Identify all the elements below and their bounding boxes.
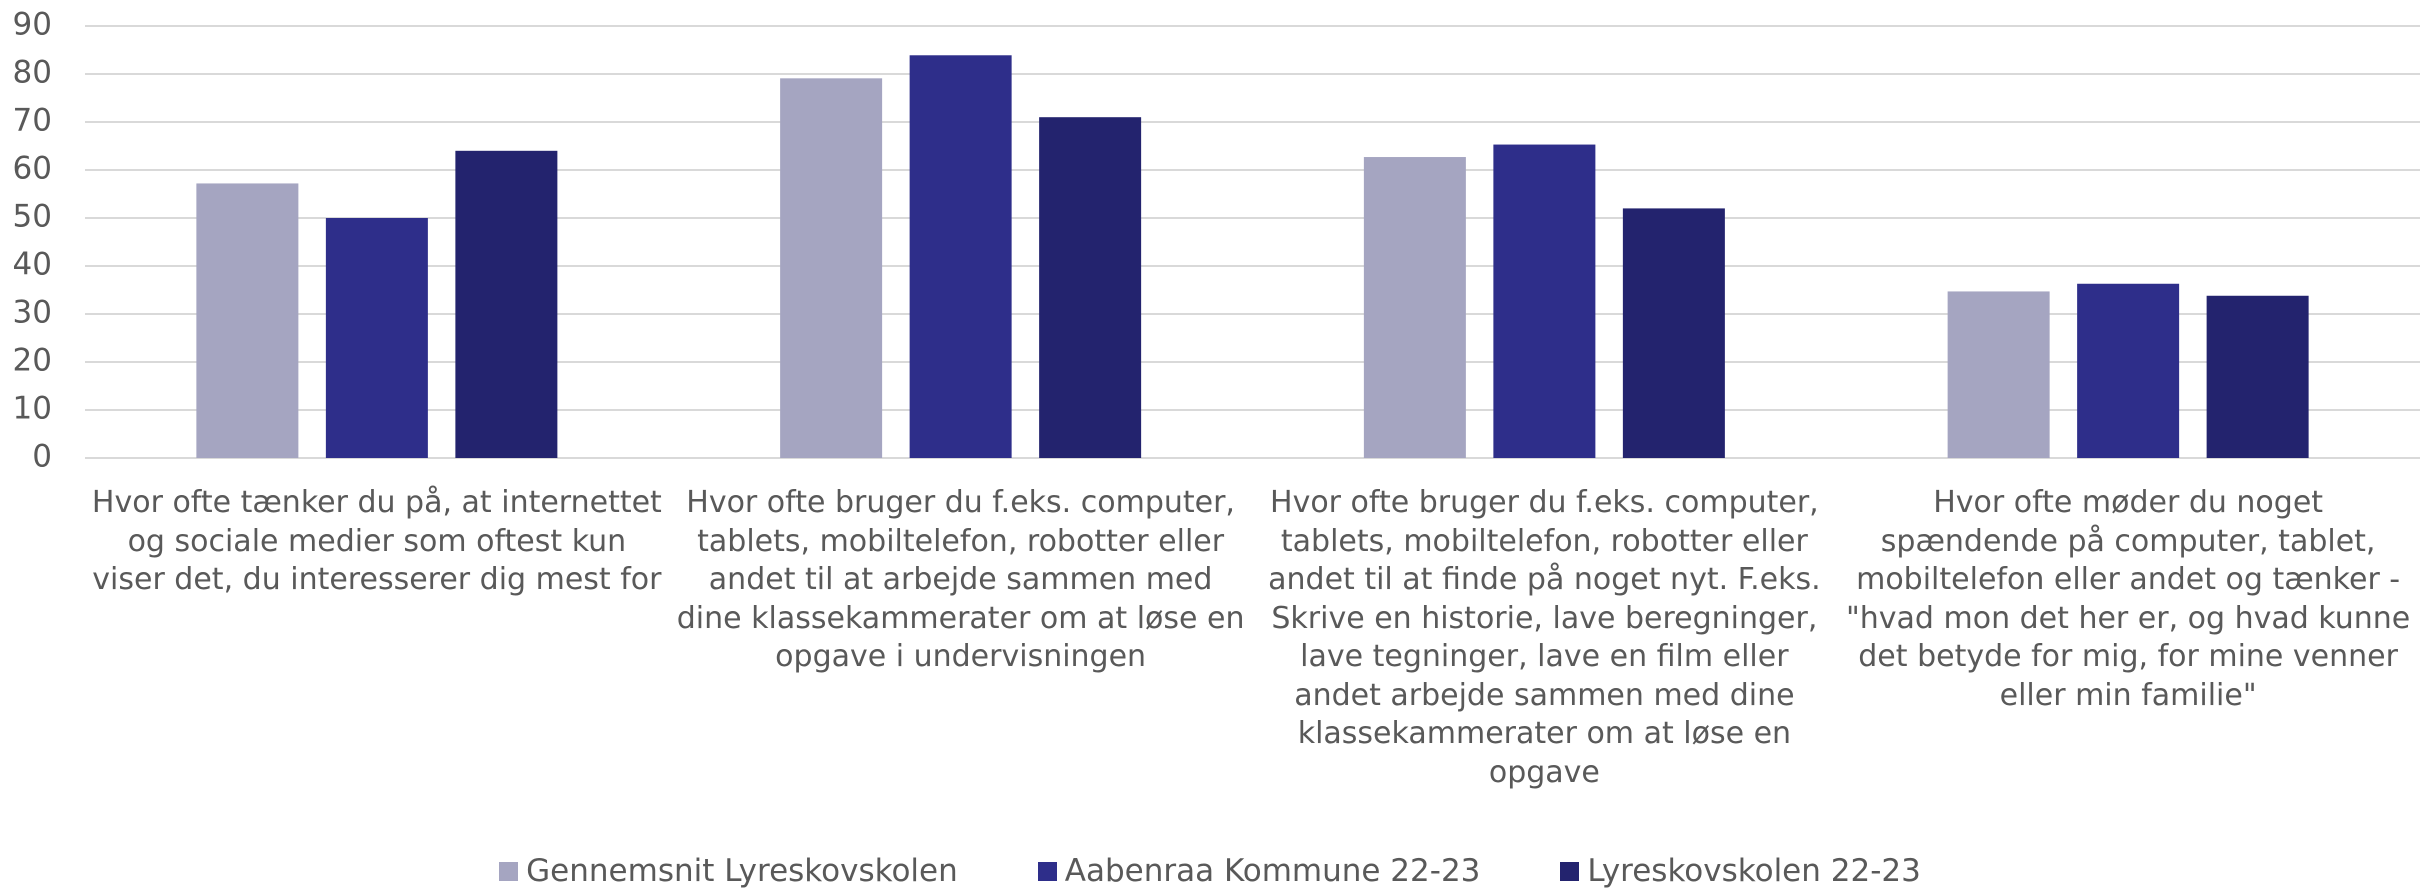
y-tick-label: 40	[13, 247, 52, 283]
legend-label: Aabenraa Kommune 22-23	[1064, 853, 1481, 889]
bar	[325, 218, 428, 458]
x-tick-label: Hvor ofte bruger du f.eks. computer, tab…	[1268, 485, 1821, 790]
legend-item: Lyreskovskolen 22-23	[1560, 853, 1921, 889]
y-tick-label: 0	[32, 439, 52, 475]
legend-label: Gennemsnit Lyreskovskolen	[526, 853, 958, 889]
bar	[1039, 117, 1142, 458]
y-tick-label: 30	[13, 295, 52, 331]
x-tick-label: Hvor ofte bruger du f.eks. computer, tab…	[676, 485, 1245, 674]
bar	[1622, 208, 1725, 458]
legend-swatch	[499, 861, 519, 881]
bar	[2077, 283, 2180, 458]
legend-label: Lyreskovskolen 22-23	[1587, 853, 1921, 889]
bar	[196, 183, 299, 458]
y-tick-label: 90	[13, 7, 52, 43]
legend: Gennemsnit Lyreskovskolen Aabenraa Kommun…	[0, 853, 2420, 889]
legend-swatch	[1037, 861, 1057, 881]
legend-item: Aabenraa Kommune 22-23	[1037, 853, 1481, 889]
y-tick-label: 70	[13, 103, 52, 139]
x-tick-label: Hvor ofte møder du noget spændende på co…	[1845, 485, 2411, 713]
bar	[1493, 144, 1596, 458]
bar	[455, 150, 558, 459]
legend-item: Gennemsnit Lyreskovskolen	[499, 853, 958, 889]
bar	[1363, 157, 1466, 459]
bar	[1947, 291, 2050, 458]
y-tick-label: 50	[13, 199, 52, 235]
bar	[780, 78, 883, 458]
y-tick-label: 80	[13, 55, 52, 91]
legend-swatch	[1560, 861, 1580, 881]
y-tick-label: 10	[13, 391, 52, 427]
y-tick-label: 60	[13, 151, 52, 187]
bar	[2206, 295, 2309, 458]
x-tick-label: Hvor ofte tænker du på, at internettet o…	[91, 485, 662, 597]
y-tick-label: 20	[13, 343, 52, 379]
bar	[909, 55, 1012, 458]
